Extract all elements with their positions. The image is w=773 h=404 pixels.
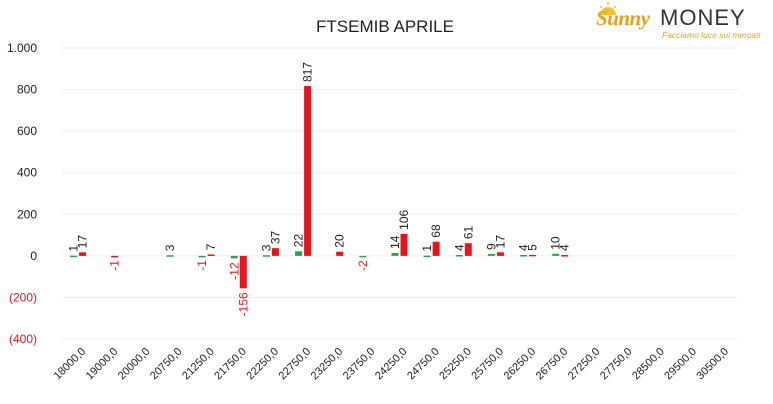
bar [304,86,312,256]
x-tick-label: 24250,0 [373,346,410,383]
data-label: 817 [301,62,315,82]
x-tick-label: 29500,0 [662,346,699,383]
bar [111,255,119,258]
gridlines [62,47,737,340]
x-tick-label: 18000,0 [52,346,89,383]
data-label: 4 [452,244,466,251]
logo-money-text: MONEY [660,5,746,30]
bar [207,254,215,256]
bar [230,255,238,259]
bar [432,241,440,256]
x-tick-label: 20000,0 [116,346,153,383]
bar [391,252,399,256]
x-tick-label: 22250,0 [244,346,281,383]
x-axis: 18000,019000,020000,020750,021250,021750… [52,346,731,383]
bars [70,86,569,289]
data-label: 22 [292,234,306,248]
bar [496,252,504,256]
sun-icon [599,2,617,15]
y-tick-label: 800 [17,83,37,97]
bar [455,255,463,257]
bar [520,255,528,257]
data-label: 3 [163,244,177,251]
x-tick-label: 22750,0 [277,346,314,383]
data-label: 14 [388,235,402,249]
data-label: 7 [204,243,218,250]
data-label: -1 [195,260,209,271]
y-tick-label: 600 [17,124,37,138]
x-tick-label: 20750,0 [148,346,185,383]
data-label: 37 [268,230,282,244]
data-label: 61 [461,226,475,240]
data-label: 68 [429,224,443,238]
x-tick-label: 27250,0 [566,346,603,383]
bar [70,255,78,258]
y-tick-label: 200 [17,207,37,221]
chart-title: FTSEMIB APRILE [316,17,454,36]
bar [529,254,537,257]
bar [198,255,206,258]
x-tick-label: 23250,0 [309,346,346,383]
bar [239,255,247,289]
data-label: 106 [397,209,411,229]
y-axis: 1.000 800 600 400 200 0 (200) (400) [7,41,37,346]
bar [336,251,344,256]
x-tick-label: 23750,0 [341,346,378,383]
data-label: -12 [227,262,241,280]
bar [423,255,431,258]
bar [359,255,367,258]
bar [464,243,472,256]
data-label: 20 [333,234,347,248]
logo-sunny-text: Sunny [596,6,650,30]
data-label: 17 [493,235,507,249]
data-label: 9 [484,243,498,250]
data-label: 1 [420,245,434,252]
data-label: 1 [67,245,81,252]
bar [561,255,569,257]
data-label: 3 [259,244,273,251]
x-tick-label: 19000,0 [84,346,121,383]
data-label: 4 [558,244,572,251]
logo-tagline: Facciamo luce sui mercati [662,30,761,40]
x-tick-label: 27750,0 [598,346,635,383]
y-tick-label: 0 [30,249,37,263]
bar [400,233,408,256]
y-tick-label: (400) [9,332,37,346]
x-tick-label: 25250,0 [437,346,474,383]
bar [487,253,495,256]
y-tick-label: 1.000 [7,41,37,55]
x-tick-label: 21750,0 [212,346,249,383]
bar [295,251,303,256]
bar [262,255,270,257]
x-tick-label: 26750,0 [534,346,571,383]
y-tick-label: 400 [17,166,37,180]
data-label: 10 [549,236,563,250]
x-tick-label: 21250,0 [180,346,217,383]
x-tick-label: 25750,0 [469,346,506,383]
data-label: 5 [526,244,540,251]
bar [271,248,279,256]
x-tick-label: 30500,0 [694,346,731,383]
x-tick-label: 24750,0 [405,346,442,383]
x-tick-label: 26250,0 [502,346,539,383]
sunny-money-logo: Sunny MONEY Facciamo luce sui mercati [596,2,770,42]
data-label: -1 [108,260,122,271]
bar [166,255,174,257]
data-label: -2 [356,260,370,271]
data-label: -156 [236,292,250,316]
y-tick-label: (200) [9,290,37,304]
bar [79,252,87,256]
data-label: 4 [517,244,531,251]
data-label: 17 [76,235,90,249]
x-tick-label: 28500,0 [630,346,667,383]
bar [552,253,560,256]
